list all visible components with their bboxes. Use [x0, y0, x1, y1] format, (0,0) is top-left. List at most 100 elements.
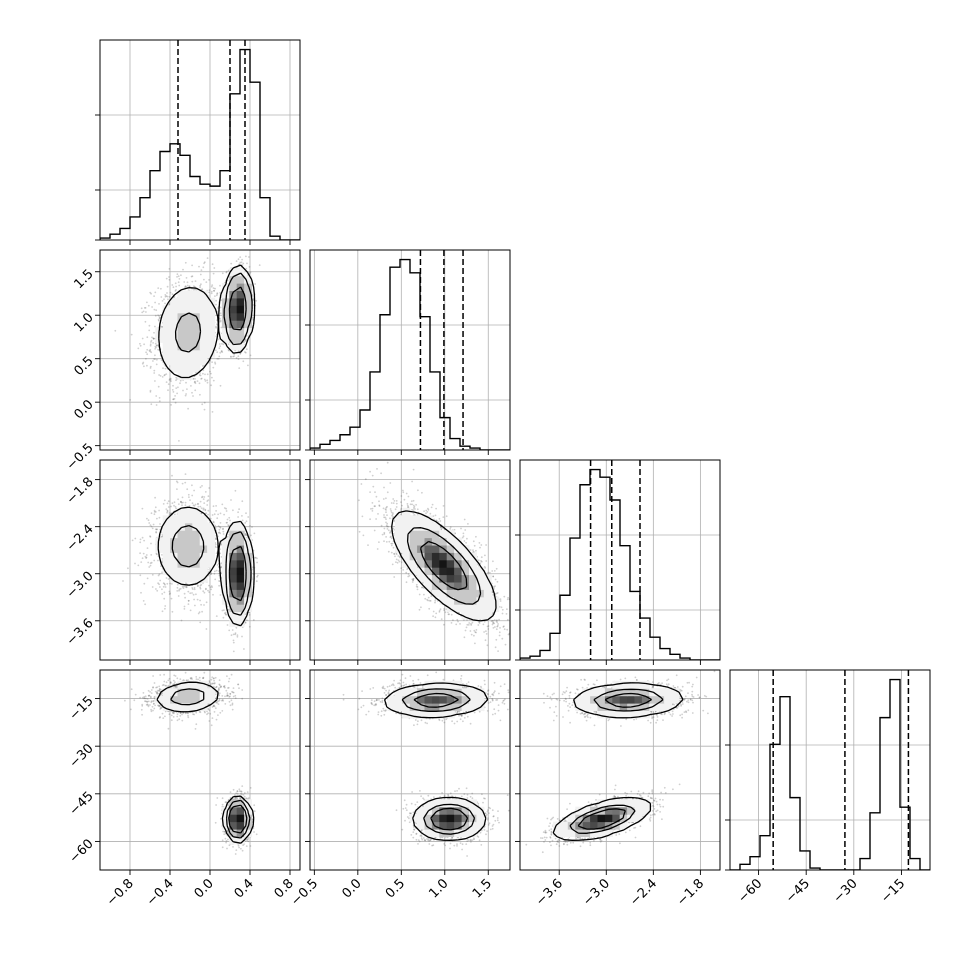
scatter-point [158, 317, 161, 320]
scatter-point [214, 287, 217, 290]
scatter-point [198, 265, 200, 268]
scatter-point [199, 586, 202, 589]
scatter-point [170, 380, 172, 383]
density-cell [170, 349, 179, 358]
density-cell [162, 357, 171, 366]
scatter-point [249, 272, 251, 275]
scatter-point [205, 512, 208, 515]
scatter-point [211, 361, 214, 363]
scatter-point [154, 496, 157, 499]
scatter-point [199, 273, 202, 276]
scatter-point [206, 504, 209, 506]
scatter-point [210, 372, 212, 375]
density-cell [177, 349, 186, 358]
scatter-point [203, 496, 206, 498]
scatter-point [130, 333, 133, 336]
panel-frame [99, 39, 301, 241]
scatter-point [174, 282, 177, 285]
scatter-point [151, 306, 154, 308]
scatter-point [158, 374, 161, 376]
scatter-point [184, 394, 187, 397]
scatter-point [158, 397, 161, 399]
scatter-point [206, 381, 209, 384]
scatter-point [168, 512, 171, 514]
scatter-point [185, 586, 188, 589]
scatter-point [200, 378, 203, 380]
scatter-point [152, 523, 155, 526]
scatter-point [188, 505, 191, 507]
scatter-point [142, 310, 145, 313]
density-cell [229, 275, 238, 284]
scatter-point [166, 502, 169, 505]
scatter-point [197, 503, 199, 505]
density-cell [207, 312, 216, 321]
scatter-point [237, 258, 240, 261]
scatter-point [210, 588, 213, 591]
scatter-point [200, 269, 203, 271]
density-cell [170, 312, 179, 321]
scatter-point [248, 266, 251, 268]
scatter-point [172, 398, 175, 401]
scatter-point [212, 272, 215, 275]
scatter-point [156, 517, 158, 520]
density-cell [170, 305, 179, 314]
density-cell [236, 275, 245, 284]
scatter-point [206, 500, 209, 502]
scatter-point [165, 508, 168, 510]
scatter-point [214, 362, 217, 365]
scatter-point [139, 552, 142, 555]
scatter-point [207, 571, 210, 573]
scatter-point [206, 373, 209, 376]
scatter-point [200, 603, 203, 606]
density-cell [184, 290, 193, 299]
scatter-point [152, 360, 154, 362]
scatter-point [154, 506, 157, 509]
scatter-point [159, 579, 162, 582]
scatter-point [162, 582, 165, 584]
scatter-point [200, 512, 203, 515]
density-cell [244, 283, 253, 291]
density-cell [170, 364, 179, 373]
density-cell [221, 312, 230, 321]
scatter-point [171, 284, 174, 286]
scatter-point [163, 582, 166, 585]
scatter-point [155, 309, 158, 312]
scatter-point [199, 500, 202, 503]
scatter-point [157, 385, 160, 388]
scatter-point [177, 386, 179, 389]
scatter-point [221, 351, 224, 353]
scatter-point [237, 350, 240, 352]
scatter-point [191, 275, 194, 278]
scatter-point [184, 481, 187, 484]
scatter-point [170, 404, 173, 406]
scatter-point [150, 351, 153, 354]
scatter-point [180, 501, 183, 503]
density-cell [192, 357, 201, 366]
scatter-point [168, 590, 171, 593]
scatter-point [171, 502, 174, 505]
density-cell [192, 364, 201, 373]
scatter-point [219, 351, 222, 354]
scatter-point [245, 267, 248, 270]
scatter-point [196, 585, 199, 588]
scatter-point [215, 615, 218, 617]
scatter-point [215, 569, 218, 572]
density-cell [207, 305, 216, 314]
scatter-point [147, 304, 150, 307]
scatter-point [150, 403, 153, 406]
scatter-point [168, 276, 170, 278]
scatter-point [161, 376, 164, 378]
density-cell [170, 334, 179, 343]
scatter-point [157, 582, 160, 585]
scatter-point [193, 588, 196, 591]
scatter-point [180, 274, 182, 277]
scatter-point [203, 604, 205, 606]
scatter-point [151, 574, 154, 576]
density-cell [199, 312, 208, 321]
scatter-point [219, 345, 222, 348]
density-cell [221, 334, 230, 343]
scatter-point [168, 303, 171, 306]
density-cell [177, 334, 186, 343]
scatter-point [214, 361, 216, 364]
scatter-point [191, 592, 193, 594]
